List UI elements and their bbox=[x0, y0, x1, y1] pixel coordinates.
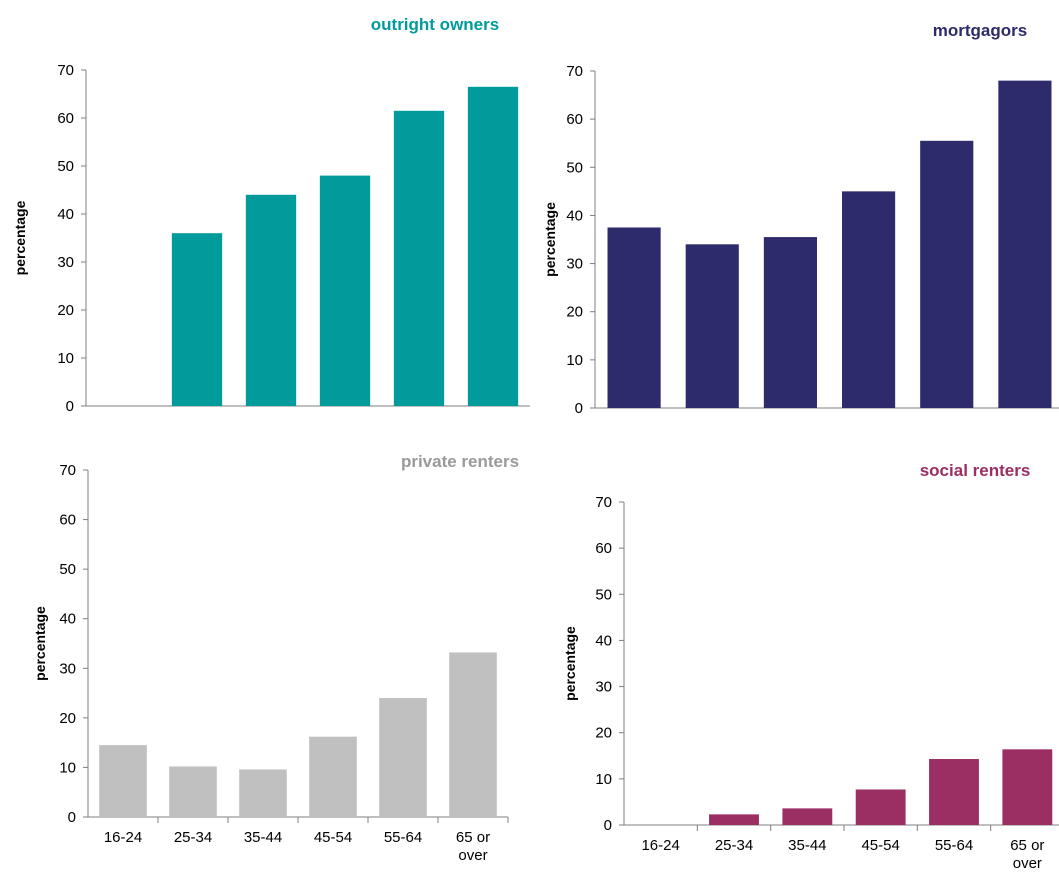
bar-65-or-over bbox=[998, 80, 1052, 408]
x-tick-label: 25-34 bbox=[174, 829, 212, 846]
y-tick-label: 40 bbox=[57, 206, 74, 223]
y-tick-label: 70 bbox=[566, 63, 583, 80]
y-tick-label: 10 bbox=[57, 350, 74, 367]
y-tick-label: 30 bbox=[59, 660, 76, 677]
y-tick-label: 20 bbox=[57, 302, 74, 319]
y-axis-label: percentage bbox=[562, 626, 578, 701]
bar-65-or-over bbox=[467, 86, 519, 407]
bar-55-64 bbox=[920, 140, 974, 409]
bar-25-34 bbox=[171, 233, 223, 406]
bar-55-64 bbox=[929, 759, 979, 825]
y-tick-label: 70 bbox=[57, 62, 74, 79]
y-axis-label: percentage bbox=[542, 202, 558, 277]
x-tick-label-line2: over bbox=[458, 847, 487, 864]
y-tick-label: 0 bbox=[66, 398, 74, 415]
x-tick-label: 45-54 bbox=[861, 837, 899, 854]
y-tick-label: 0 bbox=[68, 809, 76, 826]
chart-social-renters: social renters percentage 0 10 20 30 40 50 60 7… bbox=[562, 461, 1059, 872]
chart-title: social renters bbox=[920, 461, 1031, 480]
x-tick-label: 35-44 bbox=[788, 837, 826, 854]
x-tick-label: 55-64 bbox=[384, 829, 422, 846]
y-tick-label: 10 bbox=[59, 759, 76, 776]
bar-45-54 bbox=[319, 175, 371, 406]
y-tick-label: 0 bbox=[575, 400, 583, 417]
y-tick-label: 10 bbox=[566, 352, 583, 369]
y-tick-label: 40 bbox=[59, 611, 76, 628]
bar-35-44 bbox=[245, 194, 297, 406]
bar-45-54 bbox=[309, 736, 357, 817]
y-tick-label: 20 bbox=[595, 725, 612, 742]
x-tick-label: 35-44 bbox=[244, 829, 282, 846]
chart-private-renters: private renters percentage 0 10 20 30 40 50 60… bbox=[32, 452, 519, 864]
bar-35-44 bbox=[763, 237, 817, 408]
y-tick-label: 20 bbox=[59, 710, 76, 727]
bar-35-44 bbox=[782, 808, 833, 825]
x-tick-label: 55-64 bbox=[935, 837, 973, 854]
y-tick-label: 70 bbox=[595, 494, 612, 511]
y-tick-label: 50 bbox=[59, 561, 76, 578]
bar-65-or-over bbox=[449, 652, 497, 817]
bar-16-24 bbox=[99, 745, 147, 817]
bar-25-34 bbox=[709, 814, 759, 825]
y-tick-label: 40 bbox=[595, 632, 612, 649]
y-tick-label: 40 bbox=[566, 207, 583, 224]
y-tick-label: 60 bbox=[566, 111, 583, 128]
y-tick-label: 70 bbox=[59, 462, 76, 479]
bar-55-64 bbox=[393, 110, 445, 407]
chart-title: mortgagors bbox=[933, 21, 1027, 40]
chart-mortgagors: mortgagors percentage 0 10 20 30 40 50 60 70 bbox=[542, 21, 1059, 417]
y-tick-label: 30 bbox=[57, 254, 74, 271]
y-axis-label: percentage bbox=[32, 606, 48, 681]
y-tick-label: 60 bbox=[57, 110, 74, 127]
bar-45-54 bbox=[842, 191, 896, 408]
y-tick-label: 30 bbox=[566, 256, 583, 273]
x-tick-label: 16-24 bbox=[104, 829, 142, 846]
bar-45-54 bbox=[855, 789, 906, 825]
y-tick-label: 10 bbox=[595, 771, 612, 788]
chart-outright-owners: outright owners percentage 0 10 20 30 40 50 60… bbox=[12, 15, 530, 415]
x-tick-label: 25-34 bbox=[715, 837, 753, 854]
x-tick-label: 45-54 bbox=[314, 829, 352, 846]
bar-16-24 bbox=[607, 227, 661, 408]
y-tick-label: 60 bbox=[595, 540, 612, 557]
y-tick-label: 30 bbox=[595, 679, 612, 696]
x-tick-label: 65 or bbox=[1010, 837, 1044, 854]
chart-title: outright owners bbox=[371, 15, 499, 34]
bar-65-or-over bbox=[1002, 749, 1053, 825]
x-tick-label: 65 or bbox=[456, 829, 490, 846]
bar-55-64 bbox=[379, 698, 427, 817]
bar-25-34 bbox=[169, 766, 217, 817]
bar-35-44 bbox=[239, 769, 287, 817]
y-tick-label: 50 bbox=[566, 159, 583, 176]
bar-25-34 bbox=[685, 244, 739, 408]
y-tick-label: 60 bbox=[59, 512, 76, 529]
y-tick-label: 0 bbox=[604, 817, 612, 834]
y-tick-label: 20 bbox=[566, 304, 583, 321]
x-tick-label-line2: over bbox=[1013, 855, 1042, 872]
y-axis-label: percentage bbox=[12, 200, 28, 275]
y-tick-label: 50 bbox=[595, 586, 612, 603]
x-tick-label: 16-24 bbox=[641, 837, 679, 854]
y-tick-label: 50 bbox=[57, 158, 74, 175]
chart-title: private renters bbox=[401, 452, 519, 471]
